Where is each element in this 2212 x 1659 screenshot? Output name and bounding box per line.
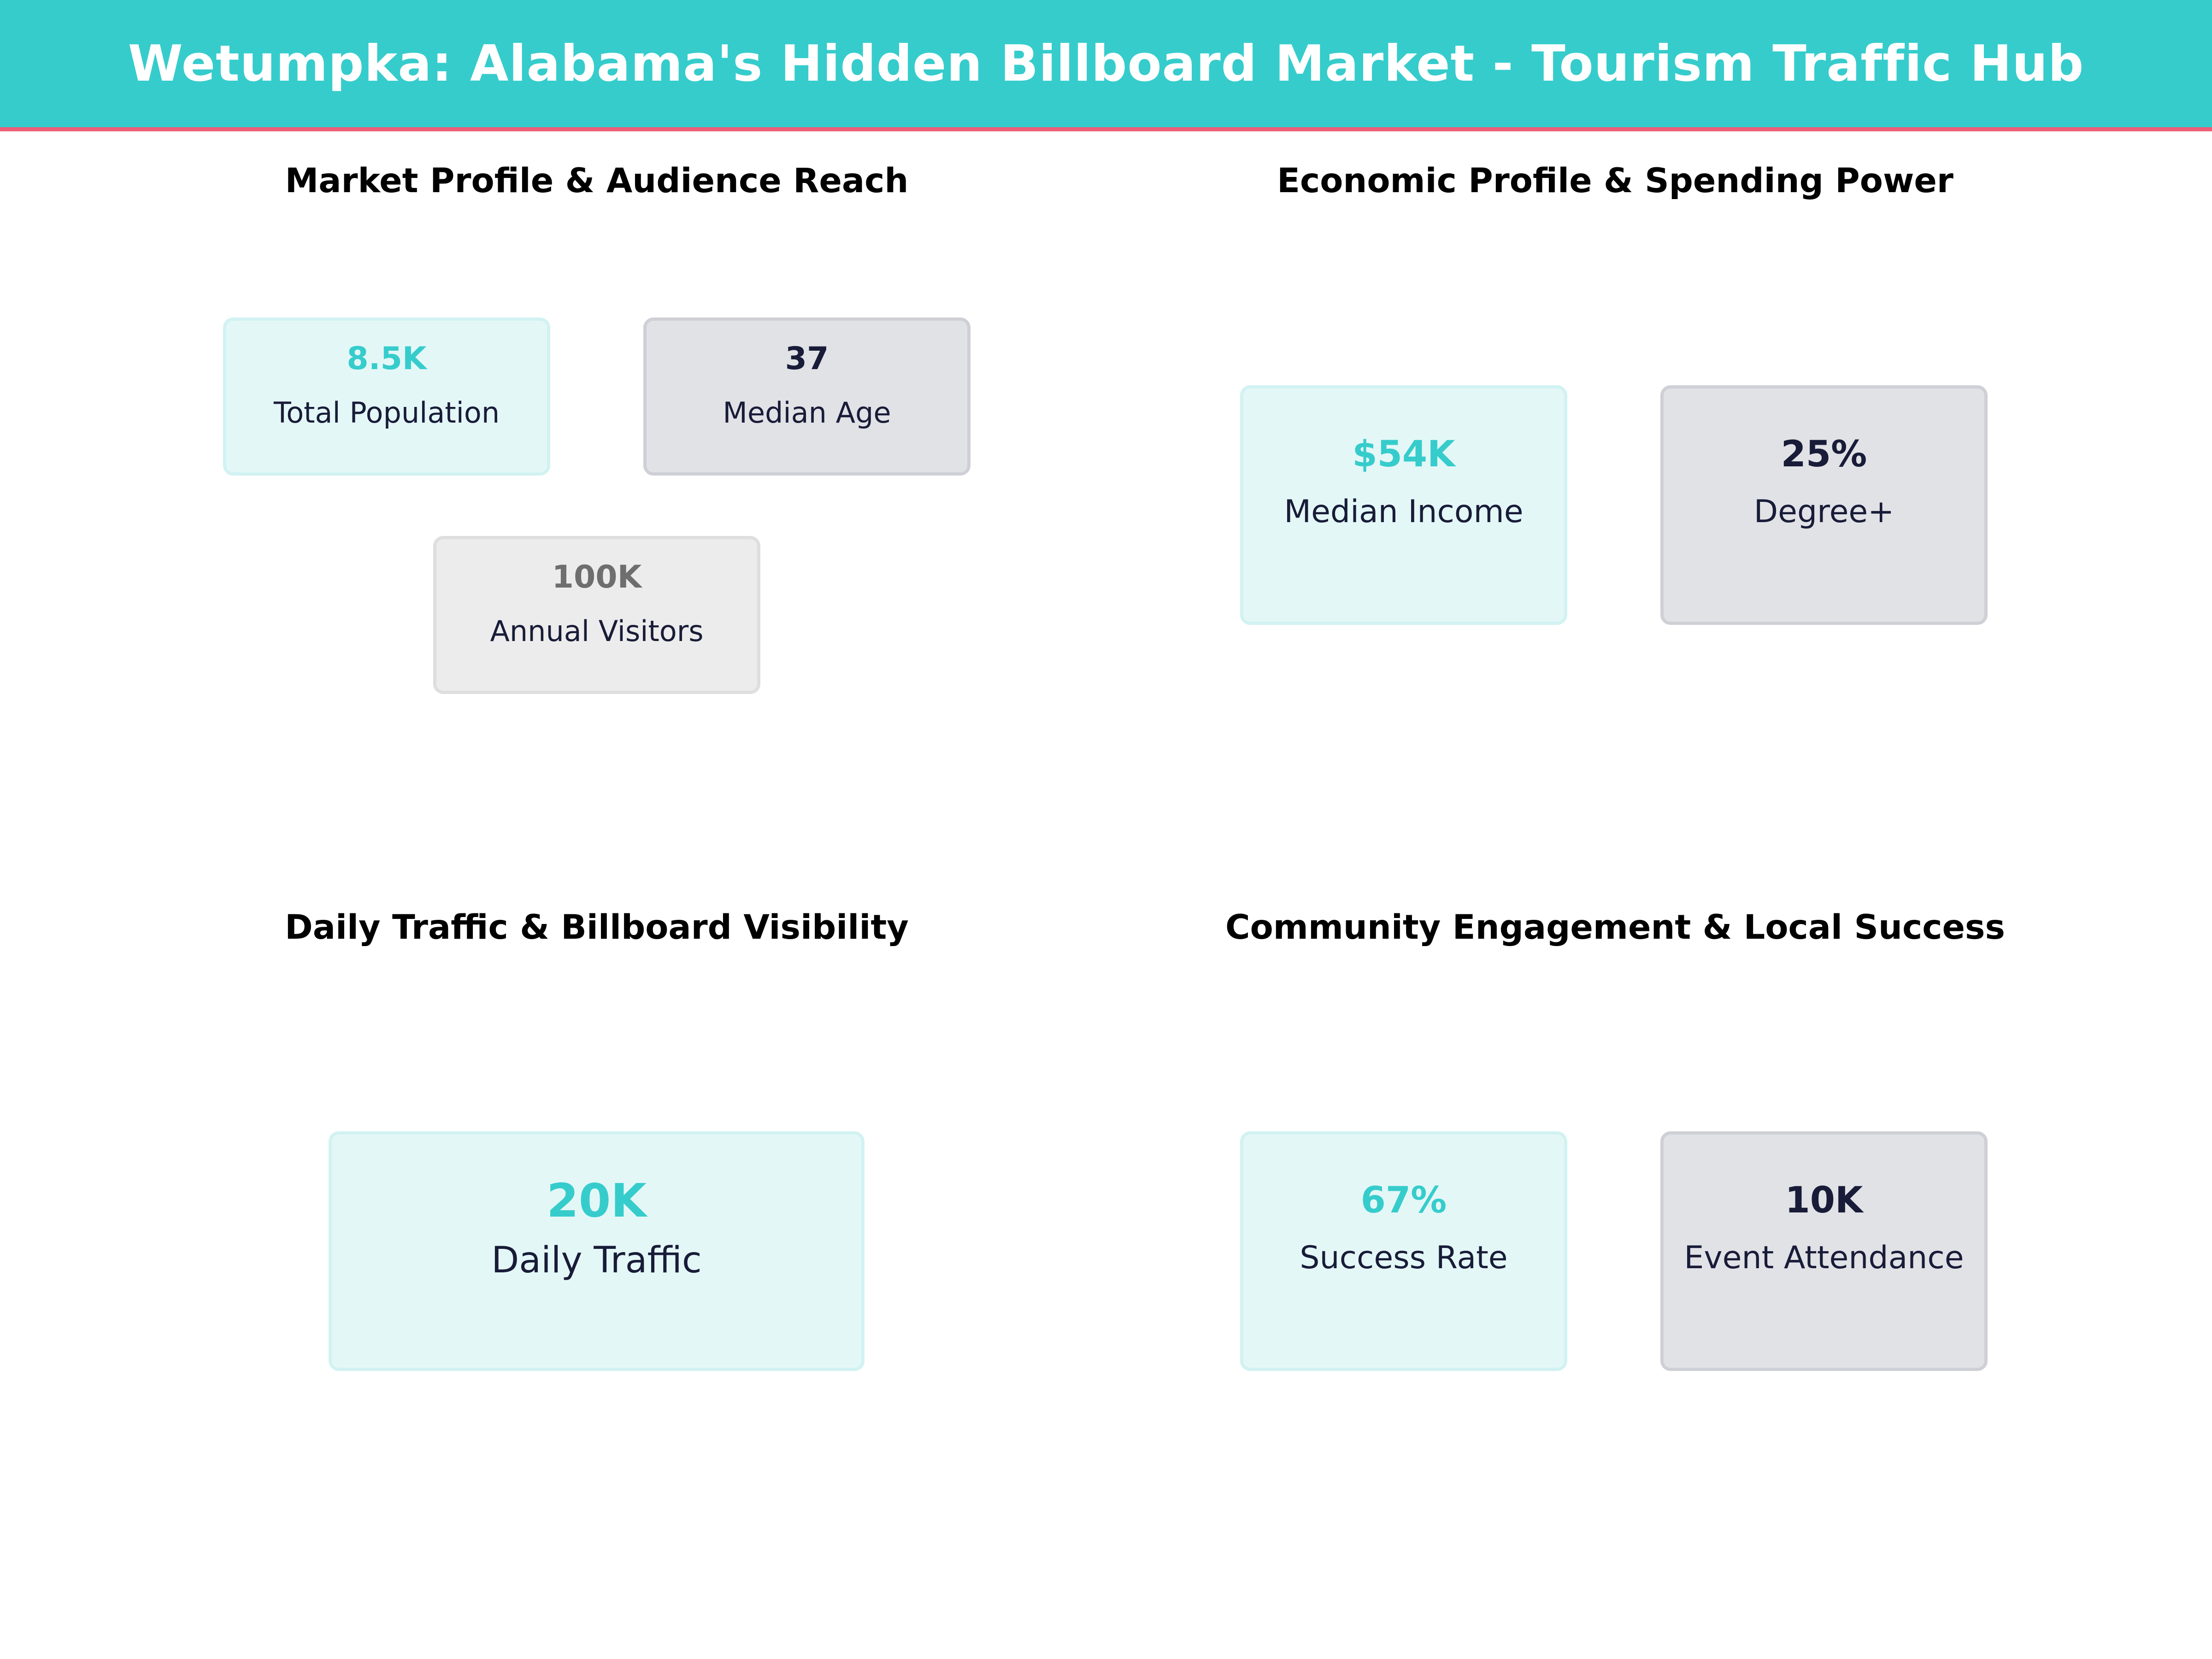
metric-card-degree: 25% Degree+ (1660, 385, 1988, 625)
metric-label: Median Income (1284, 494, 1524, 530)
metric-card-daily-traffic: 20K Daily Traffic (329, 1131, 865, 1371)
metric-label: Success Rate (1300, 1240, 1508, 1276)
section-title-daily-traffic: Daily Traffic & Billboard Visibility (285, 908, 909, 947)
metric-card-median-income: $54K Median Income (1240, 385, 1567, 625)
metric-label: Annual Visitors (490, 614, 704, 648)
metric-value: 8.5K (347, 340, 427, 377)
page-title: Wetumpka: Alabama's Hidden Billboard Mar… (128, 35, 2084, 93)
metric-value: 10K (1785, 1180, 1863, 1221)
metric-value: $54K (1352, 434, 1455, 475)
metric-value: 37 (785, 340, 829, 377)
header-banner: Wetumpka: Alabama's Hidden Billboard Mar… (0, 0, 2212, 127)
metric-card-median-age: 37 Median Age (643, 318, 971, 476)
header-accent-rule (0, 127, 2212, 131)
metric-label: Median Age (723, 395, 891, 429)
metric-value: 25% (1781, 434, 1867, 475)
metric-label: Event Attendance (1684, 1240, 1964, 1276)
metric-label: Total Population (273, 395, 500, 429)
metric-label: Daily Traffic (491, 1240, 702, 1281)
metric-card-event-attendance: 10K Event Attendance (1660, 1131, 1988, 1371)
metric-value: 67% (1360, 1180, 1447, 1221)
metric-label: Degree+ (1753, 494, 1894, 530)
section-title-market-profile: Market Profile & Audience Reach (285, 161, 909, 200)
metric-value: 20K (547, 1174, 647, 1228)
metric-card-success-rate: 67% Success Rate (1240, 1131, 1567, 1371)
metric-value: 100K (552, 559, 642, 595)
section-title-economic-profile: Economic Profile & Spending Power (1277, 161, 1953, 200)
metric-card-total-population: 8.5K Total Population (223, 318, 550, 476)
section-title-community-engagement: Community Engagement & Local Success (1225, 908, 2005, 947)
metric-card-annual-visitors: 100K Annual Visitors (433, 536, 760, 694)
